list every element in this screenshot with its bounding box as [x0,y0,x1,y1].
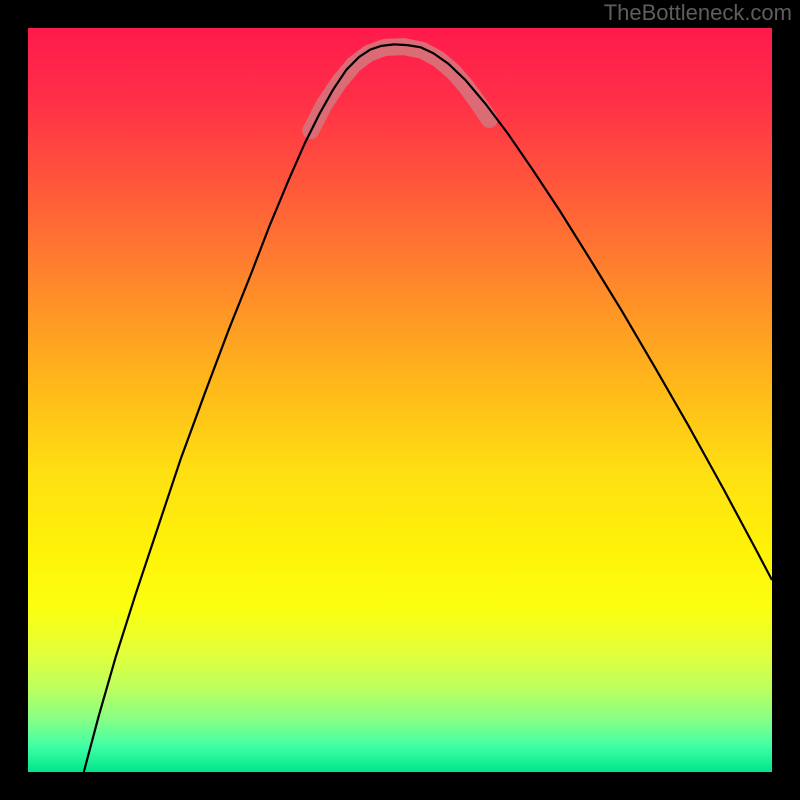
watermark-text: TheBottleneck.com [604,0,792,26]
bottleneck-chart [28,28,772,772]
stage: TheBottleneck.com [0,0,800,800]
gradient-background [28,28,772,772]
